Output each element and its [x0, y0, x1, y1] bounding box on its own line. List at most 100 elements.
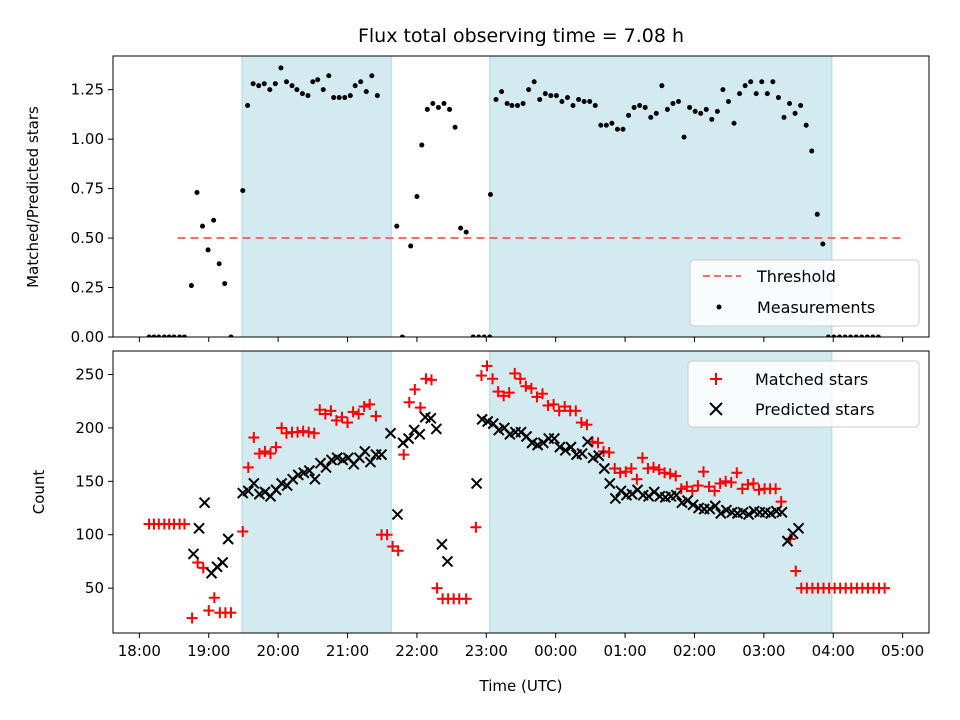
measurement-point	[709, 116, 715, 122]
y-tick-label: 200	[75, 419, 104, 437]
matched-point	[242, 461, 254, 473]
matched-point	[460, 593, 472, 605]
matched-point	[542, 399, 554, 411]
predicted-point-b	[581, 436, 594, 448]
measurement-point	[267, 87, 273, 93]
measurement-point	[294, 87, 300, 93]
measurement-point	[875, 334, 881, 337]
y-tick-label: 1.25	[71, 81, 104, 99]
predicted-point	[242, 485, 255, 497]
matched-point	[636, 452, 648, 464]
measurement-point	[626, 112, 632, 118]
matched-point	[398, 449, 410, 461]
measurement-point	[664, 106, 670, 112]
predicted-point-b	[687, 499, 699, 511]
matched-point	[509, 367, 521, 379]
measurement-point	[570, 102, 576, 108]
predicted-point-b	[609, 492, 622, 505]
measurement-point	[408, 243, 414, 249]
matched-point	[431, 582, 443, 594]
x-tick-label: 00:00	[534, 642, 577, 660]
matched-point	[303, 426, 315, 438]
measurement-point	[283, 79, 289, 85]
measurement-point	[614, 126, 620, 132]
predicted-point-b	[413, 428, 426, 441]
predicted-point-b	[670, 489, 683, 501]
measurement-point	[493, 97, 499, 103]
matched-point	[790, 565, 802, 577]
measurement-point	[725, 99, 731, 105]
measurement-point	[447, 106, 453, 112]
predicted-point-b	[715, 507, 727, 520]
measurement-point	[714, 108, 720, 114]
matched-point	[358, 401, 370, 413]
measurement-point	[458, 225, 464, 231]
measurement-point	[310, 79, 316, 85]
matched-point	[370, 410, 382, 422]
y-tick-label: 150	[75, 472, 104, 490]
predicted-point-b	[770, 505, 783, 517]
x-tick-label: 20:00	[257, 642, 300, 660]
matched-point	[325, 405, 337, 417]
predicted-point	[436, 538, 448, 551]
measurement-point	[342, 95, 348, 101]
matched-point	[753, 484, 765, 496]
predicted-point-b	[692, 502, 705, 514]
predicted-point-b	[776, 506, 788, 519]
measurement-point	[299, 91, 305, 97]
measurement-point	[200, 223, 206, 229]
matched-point	[381, 529, 393, 541]
predicted-point	[413, 428, 426, 441]
matched-point	[725, 476, 737, 488]
measurement-point	[759, 79, 765, 85]
matched-point	[208, 592, 220, 604]
measurement-point	[347, 93, 353, 99]
y-tick-label: 50	[85, 579, 104, 597]
measurement-point	[504, 100, 510, 106]
predicted-point	[384, 427, 397, 439]
measurement-point	[720, 87, 726, 93]
matched-point	[178, 518, 190, 530]
measurement-point	[441, 100, 447, 106]
predicted-point-b	[364, 456, 377, 468]
chart-title: Flux total observing time = 7.08 h	[358, 25, 684, 47]
predicted-point	[576, 447, 588, 460]
matched-point	[336, 411, 348, 423]
x-tick-label: 02:00	[673, 642, 716, 660]
x-tick-label: 23:00	[465, 642, 508, 660]
predicted-point	[425, 412, 437, 425]
y-tick-label: 100	[75, 526, 104, 544]
measurement-point	[831, 334, 837, 337]
predicted-point-b	[748, 505, 760, 517]
measurement-point	[374, 93, 380, 99]
predicted-point	[222, 533, 234, 545]
measurement-point	[336, 95, 342, 101]
predicted-point-b	[222, 533, 234, 545]
measurement-point	[509, 102, 515, 108]
measurement-point	[581, 99, 587, 105]
matched-point	[879, 582, 891, 594]
measurement-point	[487, 334, 493, 337]
measurement-point	[315, 77, 321, 83]
measurement-point	[476, 334, 482, 337]
matched-point	[770, 483, 782, 495]
measurement-point	[289, 83, 295, 89]
measurement-point	[864, 334, 870, 337]
measurement-point	[587, 99, 593, 105]
measurement-point	[576, 97, 582, 103]
matched-point	[420, 373, 432, 385]
measurement-point	[781, 114, 787, 120]
matched-point	[276, 422, 288, 434]
predicted-point-b	[470, 477, 483, 490]
matched-point	[319, 408, 331, 420]
measurement-point	[564, 95, 570, 101]
predicted-point-b	[604, 477, 616, 490]
predicted-point-b	[726, 506, 738, 519]
predicted-point-b	[759, 506, 771, 519]
matched-point	[592, 437, 604, 449]
legend-predicted-label: Predicted stars	[755, 400, 875, 419]
measurement-point	[537, 97, 543, 103]
matched-point	[609, 463, 621, 474]
predicted-point	[470, 477, 483, 490]
predicted-point	[402, 432, 415, 445]
